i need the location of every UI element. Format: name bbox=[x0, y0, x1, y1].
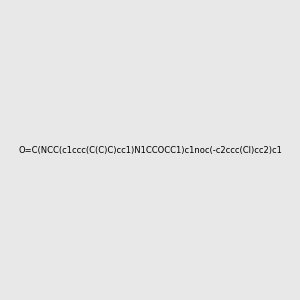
Text: O=C(NCC(c1ccc(C(C)C)cc1)N1CCOCC1)c1noc(-c2ccc(Cl)cc2)c1: O=C(NCC(c1ccc(C(C)C)cc1)N1CCOCC1)c1noc(-… bbox=[18, 146, 282, 154]
